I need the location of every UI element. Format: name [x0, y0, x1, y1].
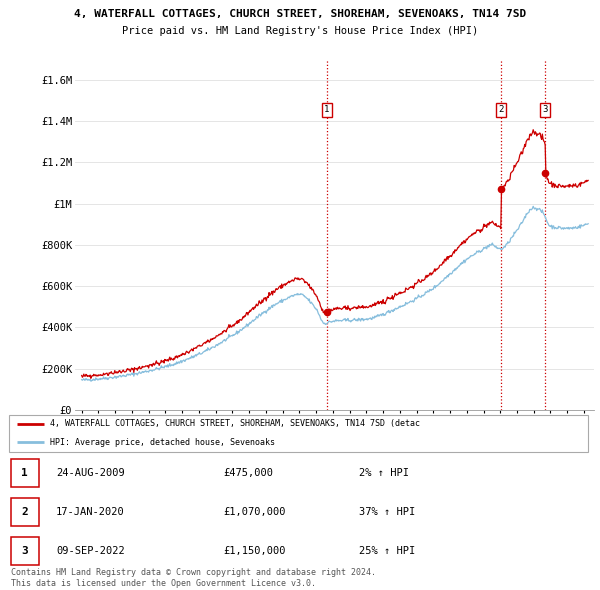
Text: Price paid vs. HM Land Registry's House Price Index (HPI): Price paid vs. HM Land Registry's House … [122, 26, 478, 36]
Text: £1,070,000: £1,070,000 [224, 507, 286, 517]
Text: 37% ↑ HPI: 37% ↑ HPI [359, 507, 415, 517]
Text: Contains HM Land Registry data © Crown copyright and database right 2024.: Contains HM Land Registry data © Crown c… [11, 568, 376, 576]
Text: 24-AUG-2009: 24-AUG-2009 [56, 468, 125, 478]
FancyBboxPatch shape [11, 499, 39, 526]
Text: This data is licensed under the Open Government Licence v3.0.: This data is licensed under the Open Gov… [11, 579, 316, 588]
Text: 4, WATERFALL COTTAGES, CHURCH STREET, SHOREHAM, SEVENOAKS, TN14 7SD: 4, WATERFALL COTTAGES, CHURCH STREET, SH… [74, 9, 526, 19]
Text: 1: 1 [22, 468, 28, 478]
Text: £475,000: £475,000 [224, 468, 274, 478]
Text: 25% ↑ HPI: 25% ↑ HPI [359, 546, 415, 556]
Text: 17-JAN-2020: 17-JAN-2020 [56, 507, 125, 517]
Text: 3: 3 [22, 546, 28, 556]
Text: 2% ↑ HPI: 2% ↑ HPI [359, 468, 409, 478]
Text: 2: 2 [498, 106, 503, 114]
FancyBboxPatch shape [11, 460, 39, 487]
Text: 1: 1 [324, 106, 329, 114]
Text: 09-SEP-2022: 09-SEP-2022 [56, 546, 125, 556]
Text: 4, WATERFALL COTTAGES, CHURCH STREET, SHOREHAM, SEVENOAKS, TN14 7SD (detac: 4, WATERFALL COTTAGES, CHURCH STREET, SH… [50, 419, 420, 428]
Text: 3: 3 [542, 106, 548, 114]
FancyBboxPatch shape [9, 415, 588, 451]
FancyBboxPatch shape [11, 537, 39, 565]
Text: HPI: Average price, detached house, Sevenoaks: HPI: Average price, detached house, Seve… [50, 438, 275, 447]
Text: £1,150,000: £1,150,000 [224, 546, 286, 556]
Text: 2: 2 [22, 507, 28, 517]
